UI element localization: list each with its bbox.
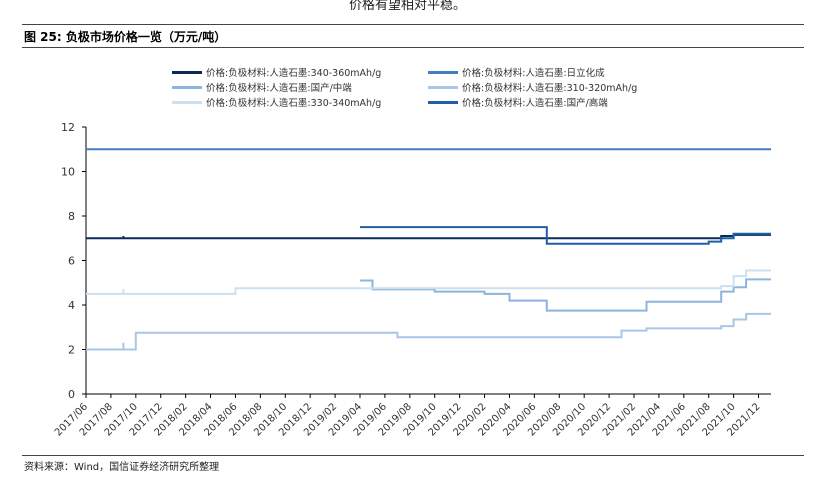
- x-tick-label: 2017/08: [78, 401, 115, 438]
- x-tick-label: 2019/08: [377, 401, 414, 438]
- legend-item-6: 价格:负极材料:人造石墨:国产/高端: [428, 95, 608, 109]
- series-line-4: [86, 312, 771, 351]
- x-tick-label: 2021/12: [726, 401, 763, 438]
- legend-swatch-5: [172, 100, 202, 104]
- x-tick-label: 2017/06: [53, 401, 90, 438]
- x-tick-label: 2019/10: [402, 401, 439, 438]
- legend-label-5: 价格:负极材料:人造石墨:330-340mAh/g: [206, 98, 382, 109]
- legend-swatch-4: [428, 85, 458, 89]
- series-line-5: [86, 269, 771, 295]
- legend-swatch-6: [428, 100, 458, 104]
- legend-item-2: 价格:负极材料:人造石墨:日立化成: [428, 65, 605, 79]
- y-axis: 0 2 4 6 8 10 12: [61, 121, 87, 401]
- x-tick-label: 2018/12: [277, 401, 314, 438]
- source-note: 资料来源：Wind，国信证券经济研究所整理: [24, 462, 220, 473]
- y-tick-label: 4: [68, 299, 75, 312]
- legend-label-3: 价格:负极材料:人造石墨:国产/中端: [206, 83, 352, 94]
- legend-label-2: 价格:负极材料:人造石墨:日立化成: [462, 68, 605, 79]
- x-tick-label: 2021/04: [626, 401, 663, 438]
- legend-item-3: 价格:负极材料:人造石墨:国产/中端: [172, 80, 352, 94]
- x-tick-label: 2020/12: [576, 401, 613, 438]
- series-line-6: [360, 226, 771, 245]
- legend-swatch-3: [172, 85, 202, 89]
- x-tick-label: 2019/06: [352, 401, 389, 438]
- preceding-text-fragment: 价格有望相对平稳。: [348, 0, 466, 13]
- x-tick-label: 2017/12: [128, 401, 165, 438]
- y-tick-label: 2: [68, 344, 75, 357]
- legend-swatch-1: [172, 70, 202, 74]
- series-lines: [86, 148, 771, 351]
- y-tick-label: 0: [68, 388, 75, 401]
- series-line-1: [86, 233, 771, 240]
- legend-item-4: 价格:负极材料:人造石墨:310-320mAh/g: [428, 80, 637, 94]
- x-tick-label: 2020/08: [526, 401, 563, 438]
- x-tick-label: 2021/10: [701, 401, 738, 438]
- legend-label-4: 价格:负极材料:人造石墨:310-320mAh/g: [462, 83, 638, 94]
- y-tick-label: 6: [68, 255, 75, 268]
- legend-swatch-2: [428, 70, 458, 74]
- legend-item-5: 价格:负极材料:人造石墨:330-340mAh/g: [172, 95, 381, 109]
- legend-label-6: 价格:负极材料:人造石墨:国产/高端: [462, 98, 608, 109]
- title-top-rule: [22, 24, 804, 25]
- series-line-3: [360, 278, 771, 312]
- x-tick-label: 2021/08: [676, 401, 713, 438]
- chart-legend: 价格:负极材料:人造石墨:340-360mAh/g 价格:负极材料:人造石墨:日…: [0, 0, 815, 120]
- source-rule: [22, 455, 804, 456]
- x-tick-label: 2019/02: [302, 401, 339, 438]
- title-bottom-rule: [22, 47, 804, 48]
- x-tick-label: 2021/06: [651, 401, 688, 438]
- y-tick-label: 10: [61, 166, 75, 179]
- y-tick-label: 12: [61, 121, 75, 134]
- figure-title: 图 25: 负极市场价格一览（万元/吨）: [24, 30, 227, 44]
- x-tick-label: 2018/08: [227, 401, 264, 438]
- x-tick-label: 2017/10: [103, 401, 140, 438]
- legend-label-1: 价格:负极材料:人造石墨:340-360mAh/g: [206, 68, 382, 79]
- x-tick-label: 2020/04: [476, 401, 513, 438]
- x-tick-label: 2019/12: [427, 401, 464, 438]
- y-tick-label: 8: [68, 210, 75, 223]
- x-tick-label: 2018/10: [252, 401, 289, 438]
- x-tick-label: 2018/06: [202, 401, 239, 438]
- x-tick-label: 2020/10: [551, 401, 588, 438]
- x-axis: 2017/062017/082017/102017/122018/022018/…: [53, 393, 771, 438]
- x-tick-label: 2020/02: [452, 401, 489, 438]
- x-tick-label: 2019/04: [327, 401, 364, 438]
- x-tick-label: 2018/04: [178, 401, 215, 438]
- x-tick-label: 2020/06: [501, 401, 538, 438]
- x-tick-label: 2021/02: [601, 401, 638, 438]
- legend-item-1: 价格:负极材料:人造石墨:340-360mAh/g: [172, 65, 381, 79]
- x-tick-label: 2018/02: [153, 401, 190, 438]
